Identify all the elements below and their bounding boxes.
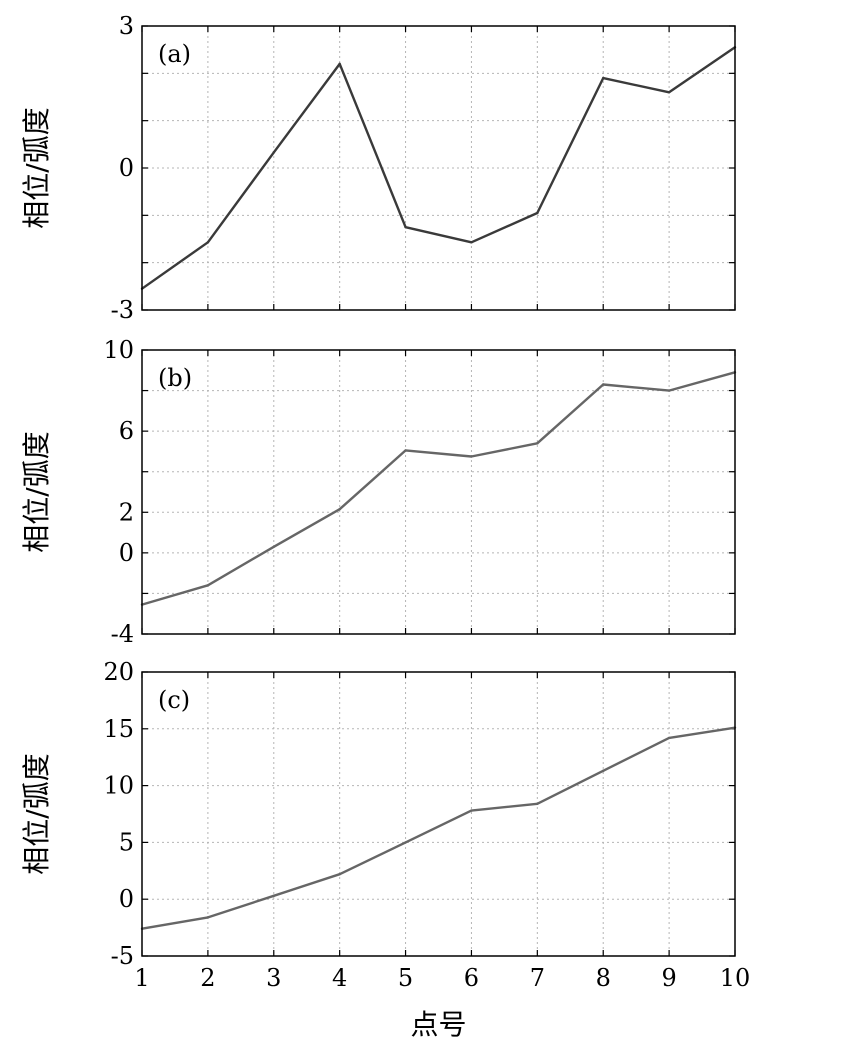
y-tick-label: 0 xyxy=(119,154,134,182)
data-point xyxy=(667,91,671,94)
data-point xyxy=(602,769,605,773)
data-point xyxy=(206,584,210,587)
y-tick-label: 0 xyxy=(119,885,134,913)
data-point xyxy=(602,76,605,80)
data-point xyxy=(338,62,341,66)
y-tick-label: 20 xyxy=(103,658,134,686)
y-axis-label: 相位/弧度 xyxy=(20,431,53,552)
x-tick-label: 5 xyxy=(398,964,413,992)
y-axis-label: 相位/弧度 xyxy=(20,753,53,874)
data-point xyxy=(470,455,473,458)
data-point xyxy=(206,241,210,244)
data-point xyxy=(338,873,341,876)
data-point xyxy=(470,809,473,812)
data-point xyxy=(536,211,539,215)
series-line xyxy=(141,726,736,930)
x-tick-label: 6 xyxy=(464,964,479,992)
x-tick-label: 7 xyxy=(530,964,545,992)
data-point xyxy=(602,383,605,386)
data-point xyxy=(404,225,407,229)
y-tick-label: 15 xyxy=(103,715,134,743)
x-tick-label: 8 xyxy=(596,964,611,992)
y-tick-label: -5 xyxy=(111,942,134,970)
x-tick-label: 4 xyxy=(332,964,347,992)
x-tick-label: 1 xyxy=(134,964,149,992)
panel-label: (c) xyxy=(158,686,190,714)
y-tick-label: 0 xyxy=(119,539,134,567)
series-line xyxy=(141,371,736,606)
x-tick-label: 10 xyxy=(720,964,751,992)
data-point xyxy=(338,508,341,511)
data-point xyxy=(206,916,210,919)
data-point xyxy=(470,241,473,244)
data-point xyxy=(272,894,275,897)
data-point xyxy=(404,841,407,844)
panel-a: -3 0 3 (a) 相位/弧度 xyxy=(20,12,737,324)
x-tick-label: 2 xyxy=(200,964,215,992)
x-tick-label: 9 xyxy=(661,964,676,992)
data-point xyxy=(536,802,539,805)
plot-frame xyxy=(141,25,736,311)
data-point xyxy=(272,151,275,154)
y-tick-label: 10 xyxy=(103,772,134,800)
data-point xyxy=(272,545,275,548)
y-tick-label: 10 xyxy=(103,336,134,364)
data-point xyxy=(404,449,407,452)
plot-frame xyxy=(141,349,736,635)
plot-frame xyxy=(141,671,736,957)
data-point xyxy=(667,389,671,392)
x-axis-label: 点号 xyxy=(410,1008,466,1041)
y-axis-label: 相位/弧度 xyxy=(20,107,53,228)
data-point xyxy=(667,736,671,740)
y-tick-label: -4 xyxy=(111,620,134,648)
y-tick-label: 3 xyxy=(119,12,134,40)
y-tick-label: 6 xyxy=(119,417,134,445)
panel-label: (a) xyxy=(158,40,191,68)
y-tick-label: 5 xyxy=(119,828,134,856)
y-tick-label: -3 xyxy=(111,296,134,324)
x-tick-label: 3 xyxy=(266,964,281,992)
y-tick-label: 2 xyxy=(119,498,134,526)
data-point xyxy=(536,442,539,445)
panel-b: -4 0 2 6 10 (b) 相位/弧度 xyxy=(20,336,737,648)
panel-label: (b) xyxy=(158,364,192,392)
series-line xyxy=(141,46,736,290)
